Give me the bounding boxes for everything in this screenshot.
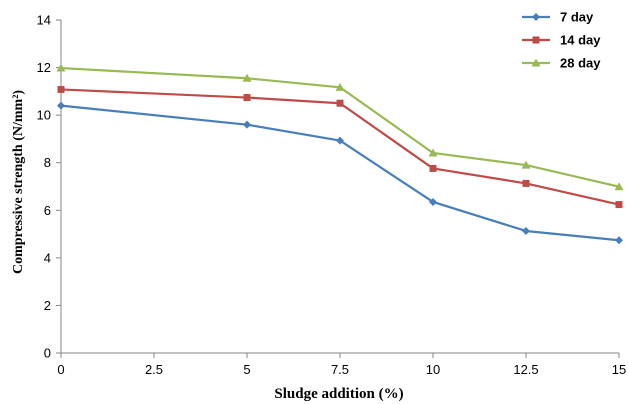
data-point-7-day: [57, 101, 65, 110]
series-28-day: [56, 63, 624, 191]
data-point-14-day: [243, 94, 251, 102]
legend: 7 day 14 day 28 day: [522, 10, 601, 71]
series-line-28-day: [60, 66, 620, 188]
data-point-7-day: [429, 197, 437, 206]
data-point-14-day: [57, 85, 65, 93]
y-tick-label: 4: [44, 250, 51, 265]
x-tick-label: 12.5: [513, 362, 538, 377]
series-7-day: [57, 101, 623, 245]
legend-item-7-day: 7 day: [522, 10, 594, 25]
y-tick-label: 10: [37, 108, 51, 123]
x-tick-label: 0: [57, 362, 64, 377]
data-point-7-day: [336, 136, 344, 145]
data-point-14-day: [522, 179, 530, 187]
series-layer: [56, 63, 624, 245]
data-point-7-day: [615, 236, 623, 245]
x-axis-label: Sludge addition (%): [274, 386, 403, 402]
data-point-14-day: [615, 201, 623, 209]
data-point-28-day: [335, 82, 345, 91]
data-point-14-day: [336, 99, 344, 107]
y-axis-ticks: 0 2 4 6 8 10 12 14: [37, 13, 61, 361]
x-axis-ticks: 0 2.5 5 7.5 10 12.5 15: [57, 353, 626, 377]
legend-item-14-day: 14 day: [522, 33, 601, 48]
x-tick-label: 7.5: [331, 362, 349, 377]
data-point-28-day: [614, 182, 624, 191]
legend-marker: [531, 58, 541, 67]
data-point-28-day: [242, 73, 252, 82]
series-line-14-day: [60, 88, 620, 206]
legend-label: 28 day: [560, 56, 601, 71]
data-point-14-day: [429, 164, 437, 172]
legend-item-28-day: 28 day: [522, 56, 601, 71]
series-line-7-day: [60, 104, 620, 242]
y-axis-label: Compressive strength (N/mm²): [11, 90, 26, 274]
series-14-day: [57, 85, 623, 209]
y-tick-label: 2: [44, 298, 51, 313]
legend-label: 14 day: [560, 33, 601, 48]
y-tick-label: 0: [44, 346, 51, 361]
x-tick-label: 10: [426, 362, 440, 377]
x-tick-label: 15: [612, 362, 626, 377]
data-point-7-day: [243, 120, 251, 129]
x-tick-label: 2.5: [145, 362, 163, 377]
data-point-28-day: [428, 148, 438, 157]
data-point-7-day: [522, 226, 530, 235]
y-tick-label: 12: [37, 60, 51, 75]
x-tick-label: 5: [243, 362, 250, 377]
data-point-28-day: [521, 160, 531, 169]
legend-label: 7 day: [560, 10, 594, 25]
legend-marker: [532, 13, 540, 21]
y-tick-label: 14: [37, 13, 51, 28]
y-tick-label: 8: [44, 155, 51, 170]
legend-marker: [532, 36, 540, 44]
data-point-28-day: [56, 63, 66, 72]
y-tick-label: 6: [44, 203, 51, 218]
